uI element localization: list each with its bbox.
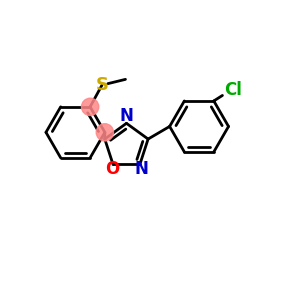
Circle shape [82,98,99,116]
Text: Cl: Cl [224,81,242,99]
Text: N: N [119,107,134,125]
Text: S: S [95,76,108,94]
Text: O: O [105,160,119,178]
Text: N: N [135,160,149,178]
Circle shape [96,124,113,141]
